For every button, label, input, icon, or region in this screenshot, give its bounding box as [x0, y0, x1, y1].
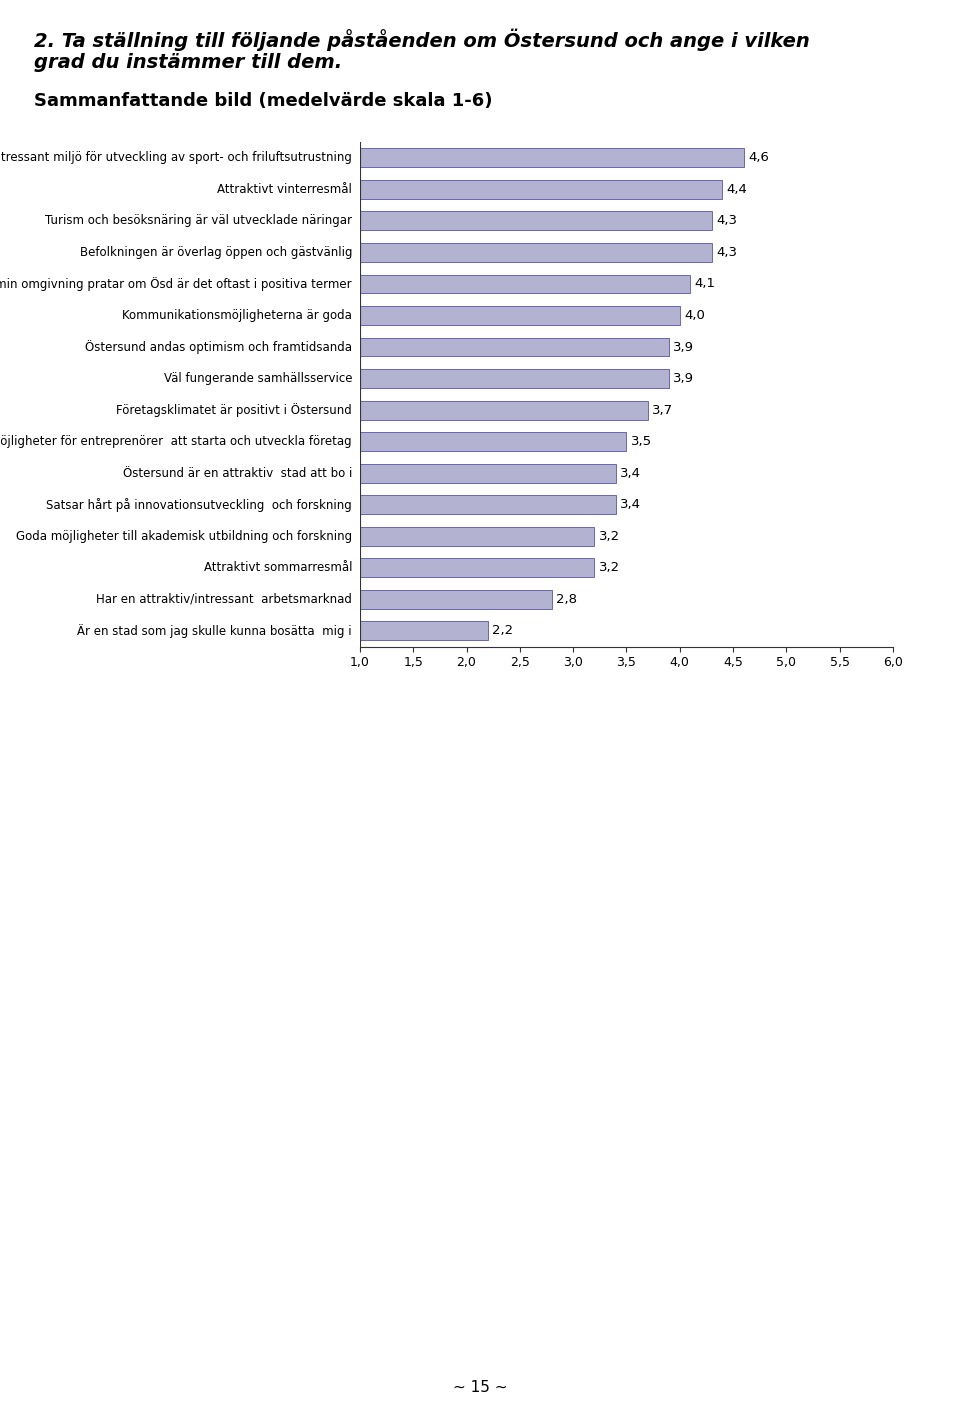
Text: Goda möjligheter till akademisk utbildning och forskning: Goda möjligheter till akademisk utbildni… — [16, 530, 352, 543]
Text: 3,5: 3,5 — [631, 435, 652, 448]
Text: 3,9: 3,9 — [673, 372, 694, 385]
Bar — [360, 463, 615, 483]
Text: 3,7: 3,7 — [652, 404, 673, 416]
Text: 4,0: 4,0 — [684, 308, 705, 323]
Bar — [360, 401, 648, 419]
Bar — [360, 243, 711, 261]
Text: 4,3: 4,3 — [716, 215, 737, 227]
Text: När folk i min omgivning pratar om Ösd är det oftast i positiva termer: När folk i min omgivning pratar om Ösd ä… — [0, 277, 352, 291]
Text: Intressant miljö för utveckling av sport- och friluftsutrustning: Intressant miljö för utveckling av sport… — [0, 152, 352, 165]
Text: 3,4: 3,4 — [620, 466, 641, 480]
Text: Befolkningen är överlag öppen och gästvänlig: Befolkningen är överlag öppen och gästvä… — [80, 246, 352, 259]
Text: 2,8: 2,8 — [556, 593, 577, 605]
Bar — [360, 180, 722, 199]
Text: 3,2: 3,2 — [599, 561, 620, 574]
Text: 2. Ta ställning till följande påståenden om Östersund och ange i vilken: 2. Ta ställning till följande påståenden… — [34, 28, 809, 51]
Bar — [360, 148, 744, 168]
Text: Är en stad som jag skulle kunna bosätta  mig i: Är en stad som jag skulle kunna bosätta … — [78, 624, 352, 638]
Text: Turism och besöksnäring är väl utvecklade näringar: Turism och besöksnäring är väl utvecklad… — [45, 215, 352, 227]
Bar — [360, 212, 711, 230]
Bar — [360, 558, 594, 577]
Text: ~ 15 ~: ~ 15 ~ — [453, 1380, 507, 1395]
Text: 4,6: 4,6 — [748, 152, 769, 165]
Text: 2,2: 2,2 — [492, 624, 514, 637]
Bar — [360, 274, 690, 293]
Text: Satsar hårt på innovationsutveckling  och forskning: Satsar hårt på innovationsutveckling och… — [46, 497, 352, 512]
Bar — [360, 338, 669, 357]
Text: Attraktivt sommarresmål: Attraktivt sommarresmål — [204, 561, 352, 574]
Bar — [360, 306, 680, 325]
Text: Goda möjligheter för entreprenörer  att starta och utveckla företag: Goda möjligheter för entreprenörer att s… — [0, 435, 352, 448]
Bar — [360, 621, 488, 641]
Text: Attraktivt vinterresmål: Attraktivt vinterresmål — [217, 183, 352, 196]
Bar — [360, 369, 669, 388]
Text: Östersund är en attraktiv  stad att bo i: Östersund är en attraktiv stad att bo i — [123, 466, 352, 480]
Text: Väl fungerande samhällsservice: Väl fungerande samhällsservice — [163, 372, 352, 385]
Text: Har en attraktiv/intressant  arbetsmarknad: Har en attraktiv/intressant arbetsmarkna… — [96, 593, 352, 605]
Text: Sammanfattande bild (medelvärde skala 1-6): Sammanfattande bild (medelvärde skala 1-… — [34, 92, 492, 111]
Text: grad du instämmer till dem.: grad du instämmer till dem. — [34, 53, 342, 71]
Bar — [360, 590, 552, 608]
Bar — [360, 495, 615, 514]
Bar — [360, 432, 627, 450]
Text: Kommunikationsmöjligheterna är goda: Kommunikationsmöjligheterna är goda — [122, 308, 352, 323]
Text: Företagsklimatet är positivt i Östersund: Företagsklimatet är positivt i Östersund — [116, 404, 352, 418]
Text: 4,4: 4,4 — [727, 183, 748, 196]
Bar — [360, 527, 594, 546]
Text: Östersund andas optimism och framtidsanda: Östersund andas optimism och framtidsand… — [85, 340, 352, 354]
Text: 4,3: 4,3 — [716, 246, 737, 259]
Text: 4,1: 4,1 — [695, 277, 715, 290]
Text: 3,4: 3,4 — [620, 499, 641, 512]
Text: 3,2: 3,2 — [599, 530, 620, 543]
Text: 3,9: 3,9 — [673, 341, 694, 354]
